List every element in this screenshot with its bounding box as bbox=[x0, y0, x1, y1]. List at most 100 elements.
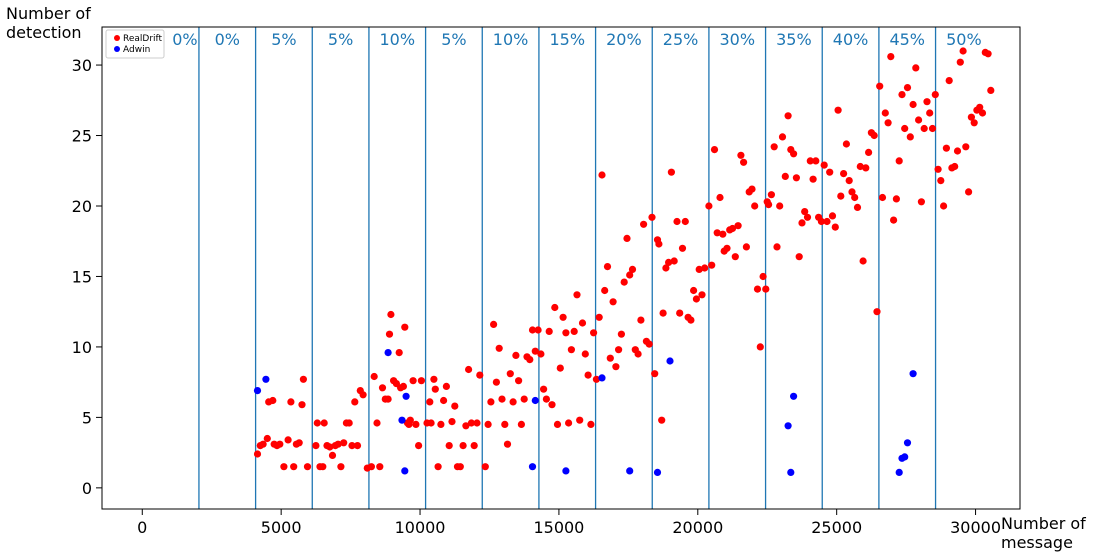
realdrift-point bbox=[984, 50, 992, 58]
realdrift-point bbox=[573, 291, 581, 299]
realdrift-point bbox=[713, 229, 721, 237]
adwin-point bbox=[528, 463, 537, 471]
realdrift-point bbox=[373, 419, 381, 427]
realdrift-point bbox=[590, 329, 598, 337]
realdrift-point bbox=[640, 220, 648, 228]
realdrift-point bbox=[765, 201, 773, 209]
realdrift-point bbox=[253, 450, 262, 458]
realdrift-point bbox=[517, 420, 526, 428]
realdrift-point bbox=[526, 356, 534, 364]
realdrift-point bbox=[848, 188, 856, 196]
realdrift-point bbox=[710, 146, 719, 154]
realdrift-point bbox=[773, 243, 781, 251]
realdrift-point bbox=[708, 261, 716, 269]
realdrift-point bbox=[809, 175, 817, 183]
adwin-point bbox=[790, 392, 798, 400]
realdrift-point bbox=[898, 91, 906, 99]
realdrift-point bbox=[431, 385, 439, 393]
realdrift-point bbox=[581, 350, 589, 358]
band-label: 0% bbox=[172, 30, 197, 49]
realdrift-point bbox=[595, 313, 603, 321]
realdrift-point bbox=[601, 286, 609, 295]
realdrift-point bbox=[856, 162, 864, 171]
realdrift-point bbox=[617, 330, 626, 338]
realdrift-point bbox=[345, 419, 353, 427]
realdrift-point bbox=[865, 148, 873, 156]
realdrift-point bbox=[862, 164, 870, 172]
x-axis-ticks: 0 5000 10000 15000 20000 25000 30000 bbox=[137, 509, 1001, 537]
realdrift-point bbox=[951, 162, 959, 171]
realdrift-point bbox=[376, 463, 384, 471]
realdrift-point bbox=[737, 151, 745, 159]
realdrift-point bbox=[742, 243, 751, 251]
realdrift-point bbox=[965, 188, 973, 196]
realdrift-point bbox=[734, 222, 742, 230]
adwin-point bbox=[401, 467, 409, 475]
realdrift-point bbox=[367, 463, 375, 471]
realdrift-point bbox=[276, 440, 284, 448]
realdrift-point bbox=[481, 463, 489, 471]
adwin-point bbox=[598, 374, 606, 382]
realdrift-point bbox=[673, 217, 681, 226]
realdrift-point bbox=[298, 401, 306, 409]
realdrift-point bbox=[826, 168, 834, 176]
realdrift-point bbox=[606, 354, 614, 362]
realdrift-point bbox=[798, 219, 806, 227]
realdrift-point bbox=[923, 98, 931, 106]
band-label: 5% bbox=[328, 30, 353, 49]
realdrift-point bbox=[534, 326, 542, 334]
realdrift-point bbox=[378, 384, 387, 392]
legend-label: RealDrift bbox=[123, 34, 163, 44]
data-points bbox=[253, 47, 995, 476]
realdrift-point bbox=[887, 53, 895, 61]
realdrift-point bbox=[723, 244, 731, 252]
realdrift-point bbox=[687, 316, 695, 324]
realdrift-point bbox=[731, 253, 739, 261]
realdrift-point bbox=[584, 371, 592, 379]
adwin-point bbox=[562, 467, 570, 475]
adwin-point bbox=[384, 349, 392, 357]
realdrift-point bbox=[820, 161, 828, 169]
adwin-point bbox=[909, 370, 917, 378]
realdrift-point bbox=[901, 124, 909, 133]
realdrift-point bbox=[303, 463, 312, 471]
realdrift-point bbox=[399, 382, 407, 390]
realdrift-point bbox=[498, 395, 506, 403]
realdrift-point bbox=[978, 109, 987, 117]
realdrift-point bbox=[370, 372, 378, 381]
realdrift-point bbox=[909, 100, 917, 109]
realdrift-point bbox=[406, 416, 414, 424]
realdrift-point bbox=[876, 82, 884, 90]
band-label: 20% bbox=[606, 30, 642, 49]
realdrift-point bbox=[353, 442, 362, 450]
realdrift-point bbox=[451, 402, 459, 410]
realdrift-point bbox=[851, 193, 859, 202]
realdrift-point bbox=[776, 202, 784, 210]
realdrift-point bbox=[401, 323, 409, 331]
y-tick-label: 25 bbox=[72, 127, 92, 146]
realdrift-point bbox=[842, 140, 851, 148]
realdrift-point bbox=[284, 436, 292, 444]
x-tick-label: 20000 bbox=[672, 518, 723, 537]
realdrift-point bbox=[740, 158, 748, 166]
realdrift-point bbox=[759, 272, 767, 281]
realdrift-point bbox=[970, 119, 978, 127]
realdrift-point bbox=[762, 285, 770, 293]
realdrift-point bbox=[987, 86, 995, 94]
band-label: 45% bbox=[889, 30, 925, 49]
realdrift-point bbox=[426, 398, 434, 406]
realdrift-point bbox=[959, 47, 967, 55]
realdrift-point bbox=[795, 253, 803, 261]
legend-box bbox=[105, 29, 165, 59]
realdrift-point bbox=[295, 439, 303, 447]
band-label: 10% bbox=[493, 30, 529, 49]
realdrift-point bbox=[476, 371, 484, 379]
adwin-point bbox=[901, 453, 909, 461]
realdrift-point bbox=[328, 451, 337, 459]
realdrift-point bbox=[351, 398, 359, 406]
realdrift-point bbox=[578, 319, 587, 327]
realdrift-point bbox=[912, 64, 920, 72]
y-tick-label: 20 bbox=[72, 197, 92, 216]
realdrift-point bbox=[803, 213, 812, 221]
